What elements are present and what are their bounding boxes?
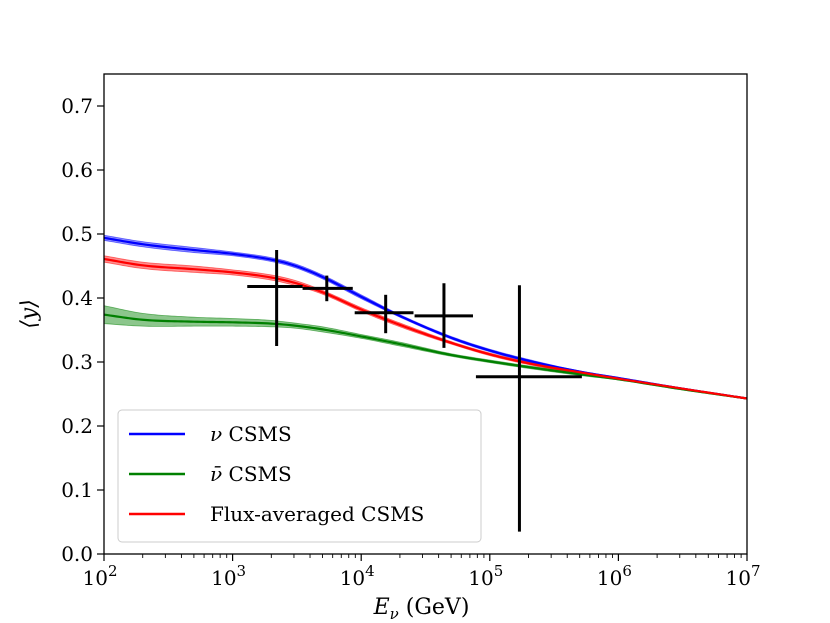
data-point-0 [247,250,303,346]
y-tick-label: 0.3 [61,350,93,374]
legend-item: ν CSMS [129,422,292,446]
x-tick-label: 104 [340,562,375,590]
data-point-4 [475,285,582,532]
legend-item: Flux-averaged CSMS [129,502,424,526]
series-lines [103,236,748,400]
x-tick-label: 106 [597,562,632,590]
legend-box [117,409,482,543]
legend-item: ν̄ CSMS [129,462,292,486]
y-tick-label: 0.4 [61,286,93,310]
x-tick-label: 107 [726,562,761,590]
data-point-1 [302,275,353,302]
legend-label: Flux-averaged CSMS [210,502,424,526]
data-point-2 [354,294,414,334]
plot-frame [103,73,748,555]
x-tick-label: 103 [211,562,246,590]
y-tick-label: 0.7 [61,94,93,118]
data-points [247,250,582,532]
y-tick-label: 0.0 [61,542,93,566]
x-tick-label: 102 [83,562,118,590]
legend-label: ν CSMS [210,422,292,446]
x-tick-label: 105 [468,562,503,590]
y-tick-label: 0.5 [61,222,93,246]
y-tick-label: 0.1 [61,478,93,502]
y-tick-label: 0.6 [61,158,93,182]
x-axis-label: Eν (GeV) [373,595,470,623]
y-axis-label: ⟨y⟩ [17,299,42,329]
x-axis: 102 103 104 105 106 107 [83,554,761,590]
y-axis: 0.0 0.1 0.2 0.3 0.4 0.5 0.6 0.7 [61,94,104,566]
legend: ν CSMS ν̄ CSMS Flux-averaged CSMS [117,409,482,543]
y-tick-label: 0.2 [61,414,93,438]
data-point-3 [414,283,473,348]
line-series-2 [103,257,748,400]
legend-label: ν̄ CSMS [210,462,292,486]
